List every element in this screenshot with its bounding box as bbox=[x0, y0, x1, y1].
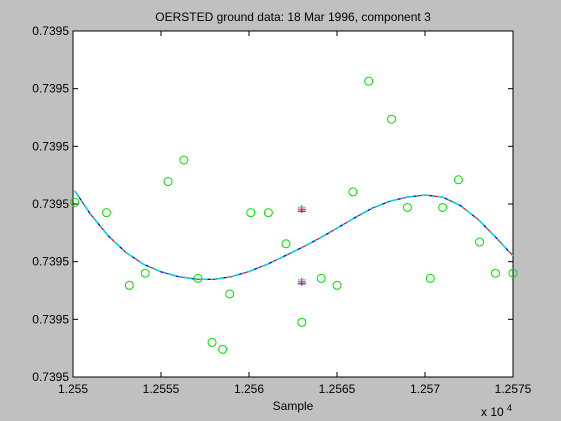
data-point bbox=[297, 317, 307, 327]
data-point bbox=[207, 337, 217, 347]
data-point bbox=[101, 208, 111, 218]
y-tick-label: 0.7395 bbox=[32, 197, 69, 211]
data-point bbox=[179, 155, 189, 165]
x-multiplier-base: x 10 bbox=[481, 405, 504, 419]
x-axis-label: Sample bbox=[273, 399, 314, 413]
x-multiplier-exponent: 4 bbox=[507, 403, 512, 413]
data-point bbox=[438, 202, 448, 212]
data-point bbox=[281, 239, 291, 249]
data-point bbox=[225, 289, 235, 299]
error-markers bbox=[297, 205, 306, 286]
y-axis: 0.7395 0.7395 0.7395 0.7395 0.7395 0.7395 0.73… bbox=[32, 24, 513, 384]
data-point bbox=[425, 273, 435, 283]
data-point bbox=[316, 273, 326, 283]
data-point bbox=[490, 268, 500, 278]
x-tick-label: 1.257 bbox=[410, 382, 440, 396]
data-point bbox=[475, 237, 485, 247]
plot-area bbox=[72, 30, 514, 378]
y-tick-label: 0.7395 bbox=[32, 24, 69, 38]
x-tick-label: 1.2555 bbox=[143, 382, 180, 396]
data-point bbox=[387, 114, 397, 124]
y-tick-label: 0.7395 bbox=[32, 82, 69, 96]
y-tick-label: 0.7395 bbox=[32, 139, 69, 153]
data-point bbox=[508, 268, 518, 278]
data-point bbox=[453, 175, 463, 185]
x-tick-label: 1.2565 bbox=[319, 382, 356, 396]
fit-line-cyan bbox=[74, 190, 514, 281]
data-point bbox=[402, 202, 412, 212]
y-tick-label: 0.7395 bbox=[32, 255, 69, 269]
fit-curves bbox=[74, 190, 514, 281]
data-point bbox=[163, 177, 173, 187]
data-point bbox=[246, 208, 256, 218]
x-multiplier: x 10 4 bbox=[481, 403, 512, 419]
data-point bbox=[140, 268, 150, 278]
y-tick-label: 0.7395 bbox=[32, 312, 69, 326]
x-tick-label: 1.256 bbox=[234, 382, 264, 396]
data-point bbox=[193, 273, 203, 283]
data-point bbox=[263, 208, 273, 218]
data-point bbox=[70, 197, 80, 207]
x-tick-label: 1.255 bbox=[58, 382, 88, 396]
data-point bbox=[124, 280, 134, 290]
y-tick-label: 0.7395 bbox=[32, 370, 69, 384]
data-point bbox=[364, 76, 374, 86]
data-point bbox=[218, 344, 228, 354]
x-tick-label: 1.2575 bbox=[495, 382, 532, 396]
data-point bbox=[332, 280, 342, 290]
chart-title: OERSTED ground data: 18 Mar 1996, compon… bbox=[155, 10, 431, 24]
data-points bbox=[70, 76, 518, 354]
x-axis: 1.255 1.2555 1.256 1.2565 1.257 1.2575 bbox=[58, 31, 532, 396]
data-point bbox=[348, 187, 358, 197]
